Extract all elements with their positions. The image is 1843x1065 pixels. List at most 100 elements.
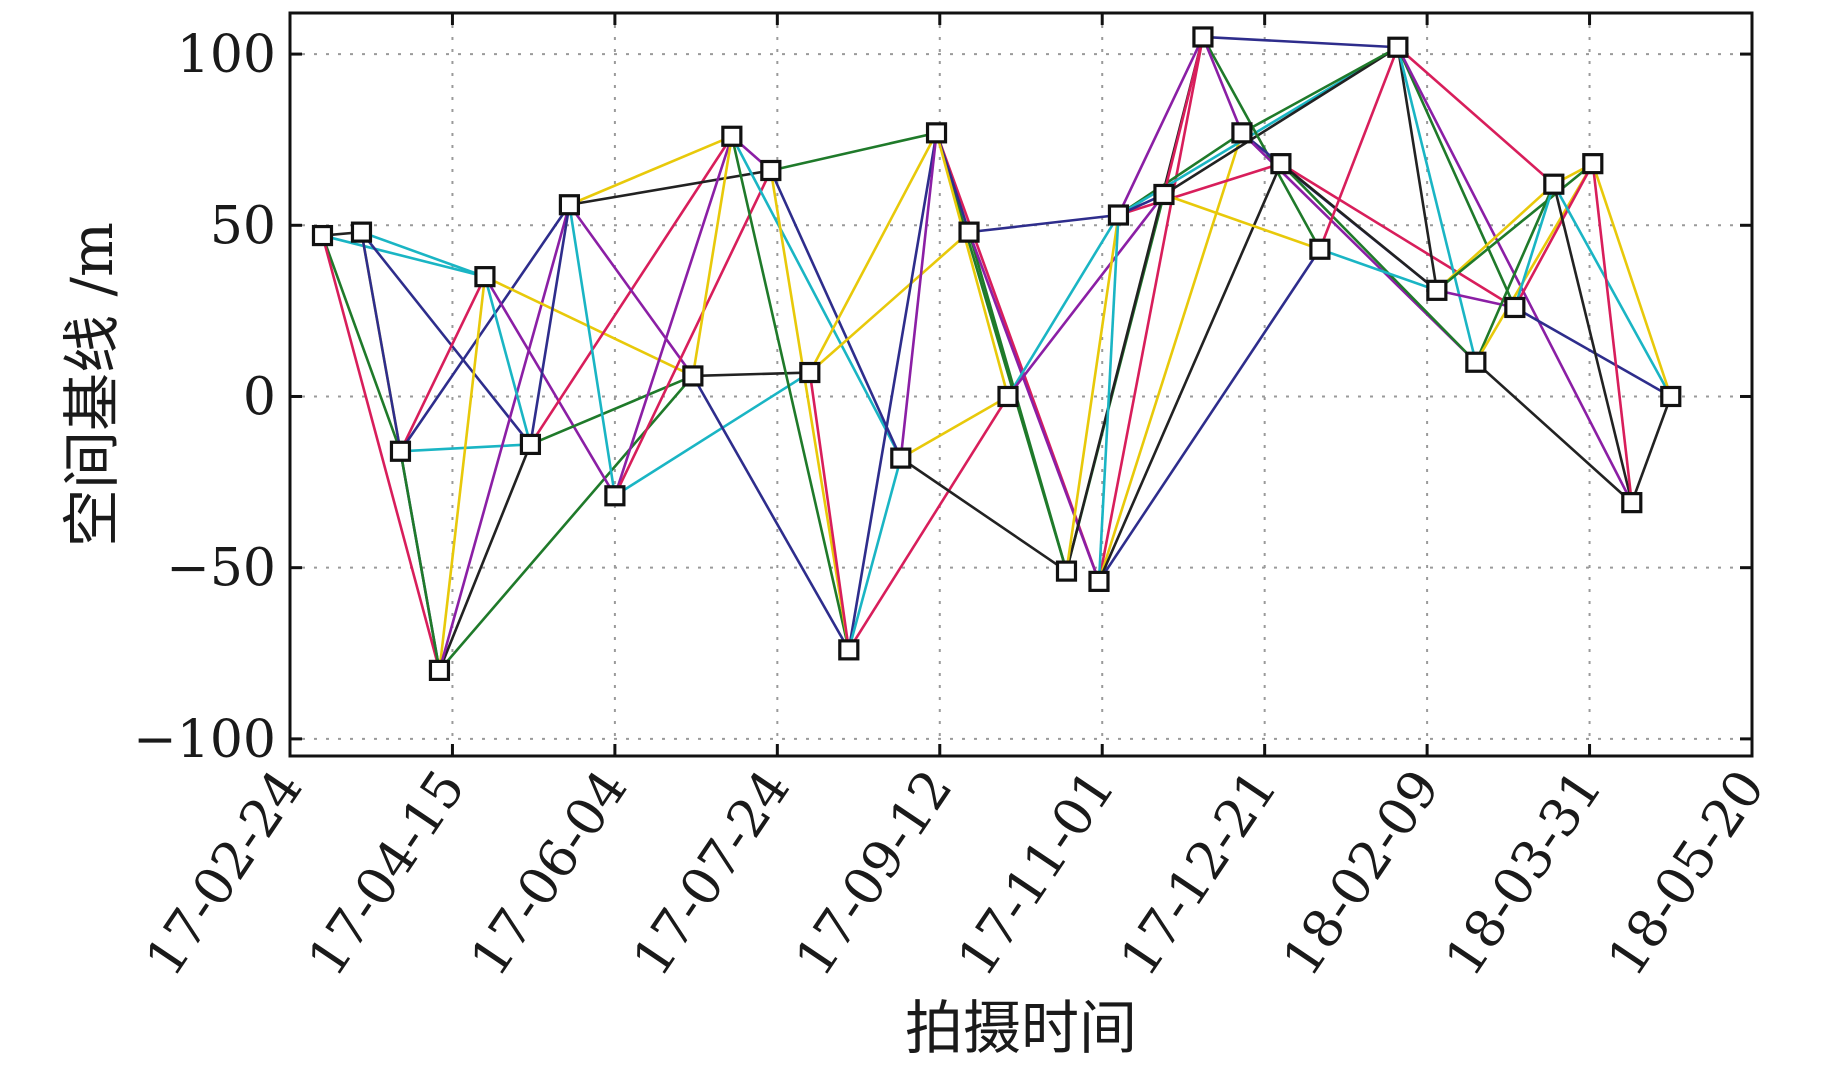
baseline-edge — [847, 132, 938, 651]
baseline-edge — [483, 276, 532, 445]
baseline-edge — [900, 395, 1009, 460]
acquisition-node-marker — [1621, 492, 1643, 514]
baseline-edge — [1280, 162, 1438, 292]
acquisition-node-marker — [958, 221, 980, 243]
baseline-edge — [1318, 46, 1400, 250]
acquisition-node-marker — [1582, 153, 1604, 175]
x-axis-title: 拍摄时间 — [905, 994, 1137, 1062]
baseline-edge — [483, 275, 617, 497]
baseline-edge — [1006, 193, 1165, 398]
acquisition-node-marker — [997, 385, 1019, 408]
baseline-edge — [1279, 162, 1477, 364]
baseline-edge — [968, 213, 1119, 234]
baseline-edge — [438, 276, 487, 671]
y-tick-label: −50 — [166, 539, 276, 599]
baseline-edge — [613, 169, 773, 497]
baseline-edge — [438, 204, 571, 671]
baseline-edge — [899, 132, 938, 459]
baseline-edge — [1591, 163, 1673, 397]
acquisition-node-marker — [311, 224, 334, 247]
baseline-edge — [1201, 36, 1244, 134]
acquisition-node-marker — [799, 361, 821, 384]
baseline-edge — [321, 235, 441, 671]
baseline-edge — [770, 131, 937, 172]
acquisition-node-marker — [1231, 122, 1253, 144]
baseline-edge — [1474, 162, 1594, 363]
baseline-edge — [568, 135, 733, 206]
baseline-edge — [1280, 162, 1516, 309]
baseline-edge — [1163, 193, 1321, 251]
baseline-edge — [438, 443, 532, 671]
y-tick-label: 0 — [243, 367, 276, 427]
baseline-edge — [322, 234, 486, 278]
baseline-edge — [691, 136, 734, 377]
acquisition-node-marker — [890, 447, 912, 469]
acquisition-node-marker — [925, 122, 948, 144]
baseline-edge — [1513, 163, 1594, 309]
baseline-edge — [1097, 214, 1120, 582]
baseline-edge — [808, 132, 938, 374]
baseline-edge — [692, 371, 810, 378]
baseline-edge — [808, 372, 851, 651]
y-tick-label: 50 — [210, 196, 276, 256]
baseline-edge — [1396, 46, 1517, 308]
baseline-edge — [1396, 46, 1478, 363]
baseline-edge — [1513, 183, 1556, 308]
baseline-edge — [769, 169, 902, 459]
acquisition-node-marker — [1107, 204, 1130, 226]
baseline-edge — [967, 231, 1101, 582]
baseline-edge — [1097, 36, 1205, 582]
baseline-edge — [1006, 214, 1120, 398]
baseline-edge — [1097, 163, 1283, 582]
baseline-edge — [361, 230, 486, 278]
acquisition-node-marker — [1465, 351, 1487, 373]
acquisition-node-marker — [1153, 183, 1175, 206]
baseline-edge — [1474, 183, 1556, 363]
baseline-edge — [1474, 361, 1633, 504]
acquisition-node-marker — [389, 440, 412, 462]
baseline-edge — [847, 395, 1010, 651]
acquisition-node-marker — [604, 485, 626, 507]
baseline-edge — [1065, 214, 1120, 572]
baseline-edge — [614, 371, 811, 497]
acquisition-nodes — [311, 26, 1682, 682]
acquisition-node-marker — [760, 159, 782, 182]
baseline-edge — [1396, 47, 1439, 291]
baseline-edge — [1097, 132, 1244, 582]
baseline-edge — [847, 457, 903, 651]
acquisition-node-marker — [1387, 36, 1409, 58]
baseline-edge — [769, 170, 851, 651]
baseline-edge — [1201, 36, 1322, 250]
baseline-edge — [1241, 46, 1399, 134]
acquisition-node-marker — [682, 365, 704, 387]
baseline-edge — [1552, 183, 1672, 398]
baseline-edge — [1117, 36, 1205, 216]
acquisition-node-marker — [721, 125, 743, 147]
baseline-edge — [1397, 46, 1555, 186]
baseline-edge — [399, 204, 571, 453]
plot-area-frame — [288, 11, 1754, 758]
acquisition-node-marker — [1088, 570, 1110, 592]
acquisition-node-marker — [1055, 560, 1078, 582]
baseline-edge — [935, 132, 1010, 397]
baseline-edge — [1163, 46, 1399, 196]
baseline-edge — [1630, 396, 1672, 504]
baseline-edge — [1435, 183, 1555, 292]
baseline-edge — [399, 276, 487, 452]
baseline-edge — [1436, 162, 1594, 292]
baseline-edge — [808, 231, 970, 374]
baseline-edge — [1552, 183, 1634, 503]
baseline-edge — [568, 203, 694, 377]
baseline-edge — [1202, 35, 1398, 49]
baseline-edge — [568, 204, 617, 496]
y-axis-ticks: 100 50 0 −50 −100 — [133, 25, 1752, 770]
baseline-edge — [691, 375, 850, 651]
baseline-edge — [360, 231, 532, 446]
baseline-edge — [1118, 162, 1282, 217]
acquisition-node-marker — [1426, 279, 1448, 301]
baseline-edge — [1319, 248, 1438, 292]
acquisition-node-marker — [519, 433, 542, 456]
baseline-edge — [1514, 306, 1672, 398]
baseline-edge — [569, 169, 772, 207]
